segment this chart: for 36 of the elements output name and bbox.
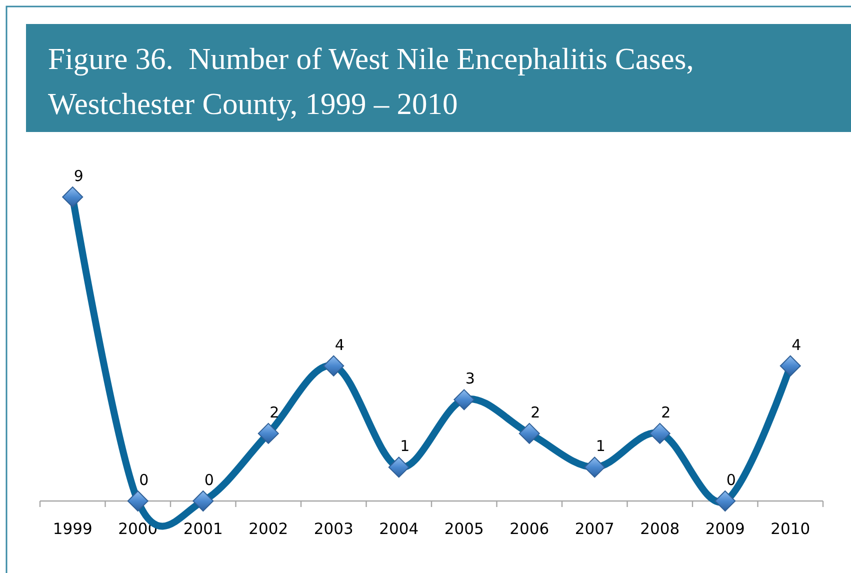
x-tick-label: 1999 [52,520,92,538]
x-tick-label: 2001 [183,520,223,538]
chart-title: Figure 36. Number of West Nile Encephalitis Cases, Westchester County, 1999 – 2010 [48,42,694,121]
x-tick-label: 2008 [640,520,680,538]
point [62,186,84,208]
data-label: 4 [334,336,344,354]
x-tick-label: 2003 [314,520,354,538]
data-label: 2 [270,403,280,422]
data-label: 0 [139,471,149,489]
data-label: 1 [400,437,410,456]
data-label: 4 [792,336,802,354]
data-label: 0 [204,471,214,489]
point [192,490,214,512]
point [258,422,279,444]
data-label: 2 [530,403,540,422]
point [649,422,670,444]
point [584,456,606,478]
point [780,355,801,376]
data-label: 0 [726,471,736,489]
point [454,389,475,410]
point [127,490,148,512]
x-tick-label: 2004 [379,520,419,538]
x-tick-label: 2002 [248,520,288,538]
x-tick-label: 2010 [770,520,810,538]
data-label: 2 [661,403,671,422]
data-label: 9 [74,167,84,185]
x-tick-label: 2009 [705,520,745,538]
x-tick-label: 2007 [574,520,614,538]
point [518,422,540,444]
data-label: 3 [465,370,475,388]
point [323,355,344,376]
x-tick-label: 2005 [444,520,484,538]
x-tick-label: 2006 [510,520,550,538]
point [714,490,736,512]
data-label: 1 [596,437,606,456]
point [388,456,410,478]
